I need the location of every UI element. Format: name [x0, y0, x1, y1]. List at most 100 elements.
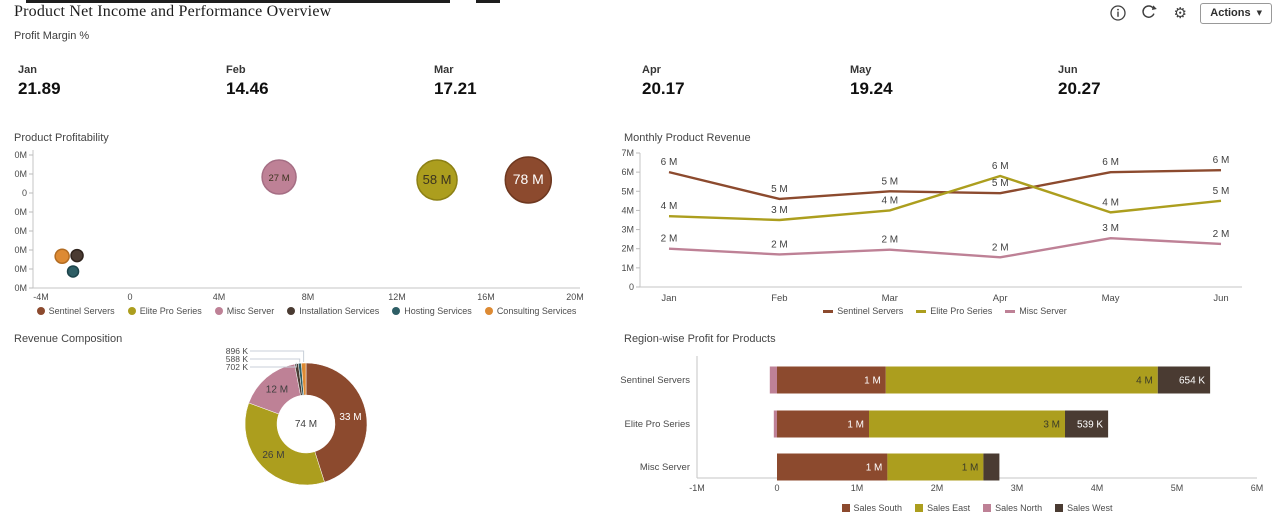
line-chart[interactable]: 0 1M 2M 3M 4M 5M 6M 7M Jan Feb Mar Apr May Jun 6 M 5 M 5… [610, 130, 1280, 306]
legend-item[interactable]: Elite Pro Series [916, 306, 992, 316]
actions-button[interactable]: Actions ▼ [1200, 2, 1272, 24]
kpi-tile-apr: Apr 20.17 [642, 64, 850, 99]
legend-label: Misc Server [226, 306, 275, 316]
bubble-teal[interactable] [66, 265, 80, 278]
pie-slice-olive[interactable] [244, 402, 325, 486]
refresh-icon[interactable] [1138, 2, 1160, 24]
kpi-month-label: Jun [1058, 64, 1078, 76]
legend-item[interactable]: Consulting Services [484, 306, 576, 316]
bar-segment-olive[interactable] [885, 366, 1158, 394]
leader-line [250, 350, 305, 363]
bar-segment-brown[interactable] [777, 366, 886, 394]
data-label: 6 M [661, 157, 678, 168]
y-tick-label: 0M [14, 264, 27, 274]
bubble-dark[interactable] [70, 248, 84, 263]
page-title: Product Net Income and Performance Overv… [14, 3, 332, 20]
data-label: 5 M [992, 178, 1009, 189]
bubble-olive[interactable] [416, 159, 458, 201]
callout-label: 588 K [226, 354, 249, 364]
category-label: Misc Server [640, 462, 690, 473]
bar-segment-brown[interactable] [777, 453, 888, 481]
y-tick-label: 6M [621, 167, 634, 177]
bar-segment-pink[interactable] [773, 410, 777, 438]
window-edge-artifact [476, 0, 500, 3]
stacked-bar-chart[interactable]: -1M 0 1M 2M 3M 4M 5M 6M Sentinel Servers 1 M 4 M 65… [610, 331, 1280, 503]
line-series-olive[interactable] [668, 174, 1222, 222]
bar-segment-olive[interactable] [887, 453, 984, 481]
bar-segment-label: 3 M [1043, 420, 1060, 431]
legend-marker [823, 309, 834, 313]
gear-icon[interactable]: ⚙ [1173, 3, 1187, 22]
bubble-chart-legend: Sentinel Servers Elite Pro Series Misc Ser… [33, 306, 580, 316]
bar-segment-dark[interactable] [983, 453, 1000, 481]
bar-segment-dark[interactable] [1065, 410, 1109, 438]
kpi-month-label: Mar [434, 64, 454, 76]
pie-slice-orange[interactable] [301, 362, 307, 396]
legend-marker [36, 307, 45, 315]
line-series-pink[interactable] [668, 236, 1222, 259]
line-series-brown[interactable] [668, 169, 1222, 201]
bar-segment-olive[interactable] [869, 410, 1065, 438]
bar-chart-legend: Sales South Sales East Sales North Sales We… [697, 503, 1257, 513]
bubble-orange[interactable] [54, 248, 70, 265]
legend-marker [841, 504, 850, 512]
x-tick-label: Jan [661, 293, 676, 304]
legend-item[interactable]: Elite Pro Series [127, 306, 202, 316]
legend-item[interactable]: Hosting Services [392, 306, 472, 316]
bubble-brown[interactable] [504, 156, 553, 204]
data-label: 6 M [1213, 155, 1230, 166]
legend-item[interactable]: Sales East [915, 503, 970, 513]
pie-slice-brown[interactable] [305, 362, 368, 483]
y-tick-label: 0M [14, 226, 27, 236]
legend-label: Installation Services [299, 306, 380, 316]
legend-item[interactable]: Installation Services [287, 306, 379, 316]
x-tick-label: 3M [1011, 483, 1024, 493]
kpi-month-label: Jan [18, 64, 37, 76]
panel-monthly-product-revenue: Monthly Product Revenue 0 1M 2M 3M 4M 5M 6M 7M J… [610, 130, 1280, 330]
slice-label: 33 M [339, 412, 361, 423]
kpi-value: 20.17 [642, 79, 685, 98]
kpi-value: 20.27 [1058, 79, 1101, 98]
window-edge-artifact [26, 0, 450, 3]
legend-item[interactable]: Misc Server [1005, 306, 1067, 316]
data-label: 2 M [1213, 229, 1230, 240]
callout-label: 896 K [226, 346, 249, 356]
leader-line [250, 358, 301, 363]
kpi-month-label: Feb [226, 64, 246, 76]
legend-item[interactable]: Sentinel Servers [36, 306, 115, 316]
bar-segment-label: 654 K [1179, 376, 1205, 387]
bubble-chart[interactable]: 0M 0M 0 0M 0M 0M 0M 0M -4M 0 4M 8M 12M 16M 20M 78 M 58 M… [0, 130, 600, 306]
y-tick-label: 0M [14, 169, 27, 179]
y-tick-label: 7M [621, 148, 634, 158]
x-tick-label: 4M [1091, 483, 1104, 493]
kpi-value: 17.21 [434, 79, 477, 98]
kpi-row: Jan 21.89 Feb 14.46 Mar 17.21 Apr 20.17 May 19.24… [18, 64, 1280, 99]
legend-label: Hosting Services [404, 306, 472, 316]
info-icon[interactable] [1107, 2, 1129, 24]
x-tick-label: Apr [993, 293, 1008, 304]
legend-item[interactable]: Misc Server [214, 306, 275, 316]
x-tick-label: May [1102, 293, 1120, 304]
legend-label: Elite Pro Series [930, 306, 993, 316]
data-label: 4 M [1102, 197, 1119, 208]
slice-label: 12 M [266, 385, 288, 396]
legend-item[interactable]: Sales South [841, 503, 902, 513]
chart-title-region-wise-profit: Region-wise Profit for Products [624, 333, 776, 345]
x-tick-label: 1M [851, 483, 864, 493]
legend-item[interactable]: Sales North [983, 503, 1042, 513]
data-label: 6 M [1102, 157, 1119, 168]
y-tick-label: 4M [621, 205, 634, 215]
bubble-label: 27 M [269, 173, 290, 184]
data-label: 3 M [1102, 223, 1119, 234]
bar-segment-dark[interactable] [1157, 366, 1211, 394]
header-actions: ⚙ Actions ▼ [1107, 2, 1272, 24]
bar-segment-pink[interactable] [769, 366, 777, 394]
legend-item[interactable]: Sales West [1055, 503, 1112, 513]
legend-label: Sales West [1067, 503, 1113, 513]
bubble-pink[interactable] [261, 159, 297, 195]
bar-segment-brown[interactable] [777, 410, 869, 438]
legend-item[interactable]: Sentinel Servers [823, 306, 903, 316]
data-label: 2 M [771, 239, 788, 250]
y-tick-label: 0 [22, 188, 27, 198]
